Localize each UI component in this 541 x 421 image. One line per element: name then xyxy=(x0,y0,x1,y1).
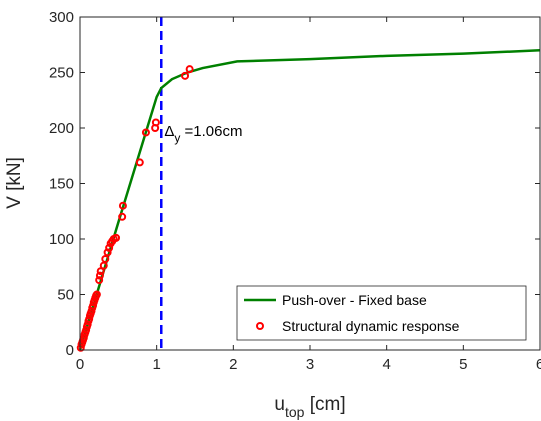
response-point xyxy=(185,65,194,74)
x-tick-label: 0 xyxy=(76,356,84,373)
pushover-line xyxy=(78,49,541,351)
response-point xyxy=(103,248,112,257)
x-tick-label: 6 xyxy=(536,356,541,373)
response-point xyxy=(181,71,190,80)
response-point xyxy=(151,118,160,127)
response-point xyxy=(105,243,114,252)
legend-label-dynamic: Structural dynamic response xyxy=(282,318,460,334)
x-tick-label: 3 xyxy=(306,356,314,373)
yield-annotation-text: =1.06cm xyxy=(180,123,242,140)
x-tick-label: 5 xyxy=(459,356,467,373)
response-point xyxy=(95,271,104,280)
y-tick-label: 300 xyxy=(49,9,74,26)
y-tick-label: 200 xyxy=(49,120,74,137)
response-point xyxy=(95,276,104,285)
response-point xyxy=(141,128,150,137)
response-point xyxy=(135,158,144,167)
y-axis-title: V [kN] xyxy=(4,157,25,209)
yield-annotation: Δy =1.06cm xyxy=(164,123,242,145)
y-tick-label: 100 xyxy=(49,231,74,248)
x-axis-title-sub: top xyxy=(285,404,305,420)
response-point xyxy=(92,290,101,299)
series-layer xyxy=(76,17,541,352)
x-axis-title: utop [cm] xyxy=(274,394,345,420)
y-tick-label: 50 xyxy=(57,287,74,304)
response-point xyxy=(118,212,127,221)
response-point xyxy=(101,254,110,263)
response-point xyxy=(112,233,121,242)
y-tick-label: 0 xyxy=(66,342,74,359)
x-tick-label: 2 xyxy=(229,356,237,373)
x-tick-label: 4 xyxy=(382,356,390,373)
legend-label-pushover: Push-over - Fixed base xyxy=(282,292,427,308)
legend: Push-over - Fixed base Structural dynami… xyxy=(236,285,527,341)
y-tick-label: 150 xyxy=(49,176,74,193)
ticks-layer: 0 1 2 3 4 5 6 0 50 100 150 200 250 300 xyxy=(49,9,541,373)
yield-annotation-symbol: Δ xyxy=(164,123,174,140)
yield-annotation-sub: y xyxy=(174,131,180,145)
x-axis-title-unit: [cm] xyxy=(304,394,345,415)
x-tick-label: 1 xyxy=(152,356,160,373)
y-tick-label: 250 xyxy=(49,65,74,82)
legend-marker-swatch xyxy=(256,322,264,330)
legend-box xyxy=(236,285,527,341)
response-point xyxy=(118,201,127,210)
